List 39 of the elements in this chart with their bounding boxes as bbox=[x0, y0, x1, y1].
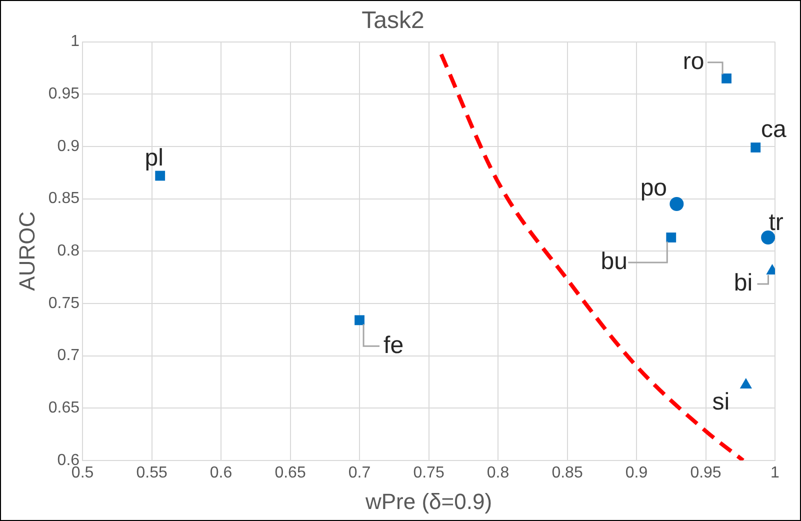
x-tick-label: 0.6 bbox=[210, 464, 232, 482]
annotation: ro bbox=[682, 48, 704, 76]
y-tick-label: 0.8 bbox=[57, 242, 80, 260]
x-tick-label: 0.85 bbox=[552, 464, 583, 482]
point bbox=[155, 170, 166, 181]
x-tick-label: 0.65 bbox=[274, 464, 306, 482]
annotation: tr bbox=[768, 209, 784, 236]
annotation: si bbox=[712, 388, 730, 416]
annotation: fe bbox=[384, 332, 404, 359]
x-tick-label: 0.5 bbox=[71, 464, 94, 482]
y-tick-label: 0.85 bbox=[48, 190, 80, 208]
x-tick-label: 0.55 bbox=[136, 464, 168, 482]
x-tick-label: 0.95 bbox=[690, 464, 722, 482]
point bbox=[761, 230, 775, 244]
x-tick-label: 0.9 bbox=[625, 464, 648, 482]
y-axis-title: AUROC bbox=[14, 211, 40, 291]
point bbox=[354, 315, 364, 326]
y-tick-label: 0.7 bbox=[57, 347, 80, 364]
x-tick-label: 0.7 bbox=[348, 464, 371, 482]
annotation: bi bbox=[734, 270, 753, 297]
point bbox=[750, 142, 761, 152]
annotation: pl bbox=[144, 144, 164, 172]
x-axis-title: wPre (δ=0.9) bbox=[364, 488, 492, 514]
chart-title: Task2 bbox=[362, 7, 424, 34]
x-tick-label: 0.75 bbox=[413, 464, 444, 482]
point bbox=[670, 197, 684, 212]
annotation: bu bbox=[600, 248, 628, 276]
y-tick-label: 0.75 bbox=[48, 294, 80, 312]
y-tick-label: 1 bbox=[70, 33, 80, 50]
annotation: ca bbox=[760, 116, 787, 144]
point bbox=[740, 378, 752, 389]
y-tick-label: 0.9 bbox=[57, 138, 80, 155]
point bbox=[722, 73, 732, 84]
annotation: po bbox=[640, 174, 668, 202]
x-tick-label: 0.8 bbox=[486, 464, 510, 482]
y-tick-label: 0.95 bbox=[48, 86, 80, 103]
y-tick-label: 0.65 bbox=[48, 399, 80, 416]
point bbox=[666, 232, 676, 242]
x-tick-label: 1 bbox=[770, 464, 780, 482]
